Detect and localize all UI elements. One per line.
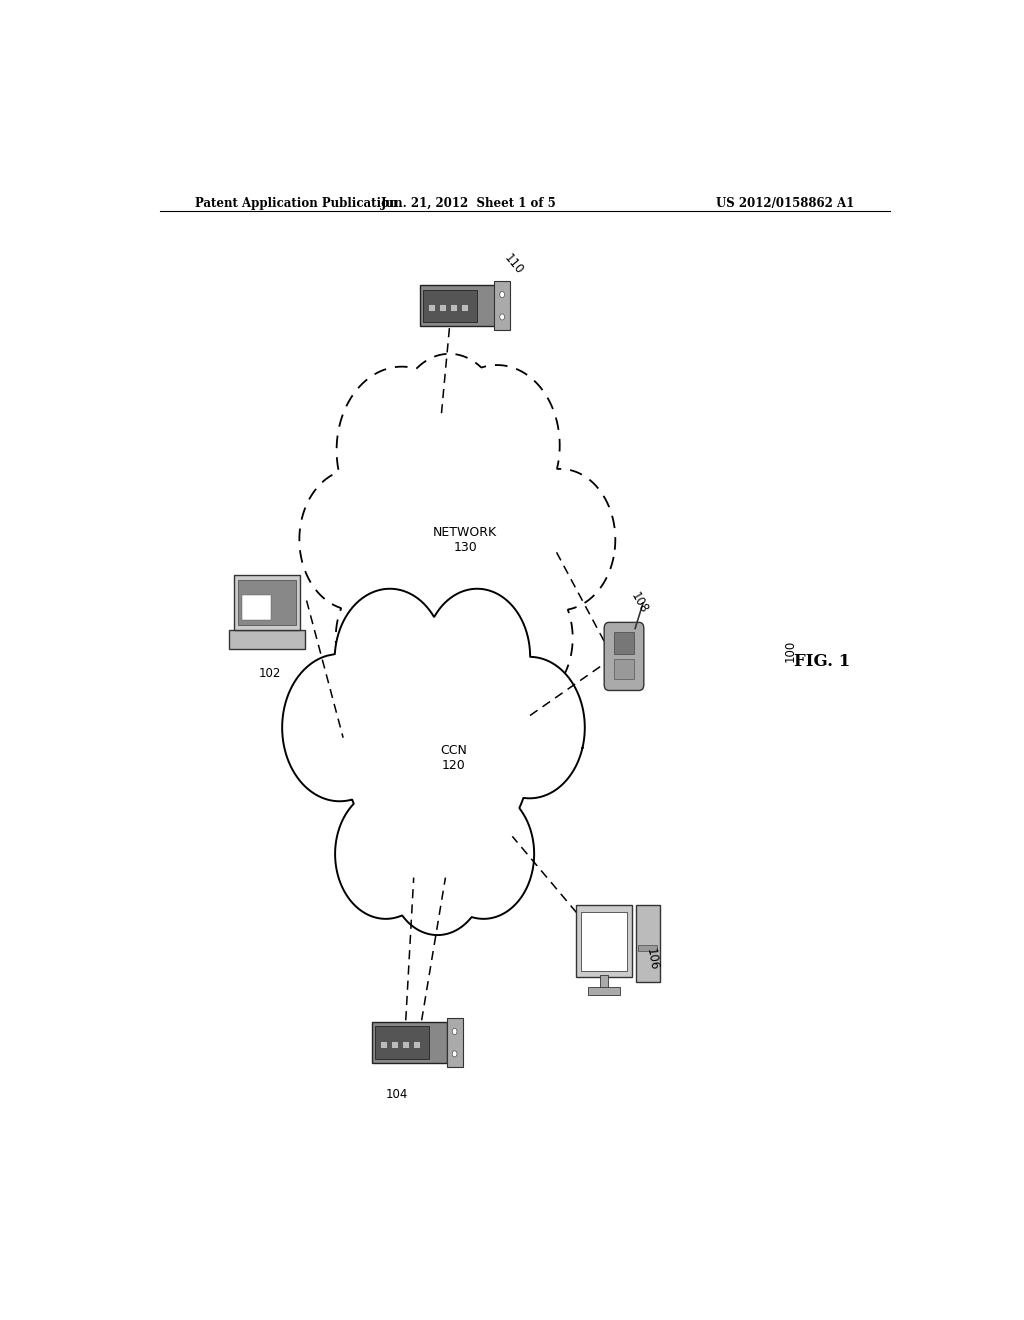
Circle shape (453, 1028, 457, 1035)
Bar (414, 1040, 421, 1048)
Circle shape (389, 812, 485, 935)
Bar (402, 1040, 410, 1048)
Bar (588, 987, 621, 995)
Circle shape (474, 657, 585, 799)
Circle shape (283, 653, 397, 801)
Circle shape (299, 469, 410, 610)
FancyBboxPatch shape (604, 623, 644, 690)
Circle shape (453, 1051, 457, 1057)
Circle shape (505, 469, 615, 610)
Bar (423, 289, 477, 322)
Text: 100: 100 (784, 640, 797, 663)
Bar (372, 1022, 447, 1063)
Bar (375, 1027, 429, 1059)
Text: 108: 108 (628, 590, 650, 615)
Bar (613, 659, 634, 678)
Circle shape (336, 570, 441, 705)
Text: 110: 110 (501, 252, 525, 277)
Circle shape (410, 601, 505, 723)
Circle shape (500, 292, 505, 297)
Bar (495, 281, 510, 330)
Text: Jun. 21, 2012  Sheet 1 of 5: Jun. 21, 2012 Sheet 1 of 5 (381, 197, 557, 210)
Text: US 2012/0158862 A1: US 2012/0158862 A1 (716, 197, 854, 210)
Circle shape (335, 589, 445, 730)
Bar (636, 906, 659, 982)
Bar (242, 595, 271, 619)
Bar (420, 285, 495, 326)
Circle shape (343, 627, 531, 869)
Bar (438, 304, 445, 312)
Text: NETWORK
130: NETWORK 130 (433, 525, 498, 553)
Circle shape (433, 789, 535, 919)
Text: 106: 106 (644, 948, 660, 972)
Circle shape (500, 314, 505, 319)
Bar (229, 630, 304, 649)
Circle shape (335, 789, 436, 919)
Bar (238, 579, 296, 624)
Text: FIG. 1: FIG. 1 (795, 653, 851, 671)
Circle shape (434, 366, 560, 525)
Text: 104: 104 (386, 1089, 409, 1101)
Bar (638, 945, 657, 952)
Bar (600, 974, 608, 989)
Bar (577, 906, 632, 977)
Bar (233, 576, 300, 630)
Text: 102: 102 (259, 667, 282, 680)
Circle shape (424, 589, 530, 725)
Bar (450, 304, 457, 312)
Circle shape (337, 367, 467, 533)
Bar (428, 304, 435, 312)
Bar (380, 1040, 387, 1048)
Bar (582, 912, 627, 970)
Circle shape (359, 425, 555, 675)
Text: CCN
120: CCN 120 (440, 744, 467, 772)
Bar (391, 1040, 398, 1048)
Text: Patent Application Publication: Patent Application Publication (196, 197, 398, 210)
Circle shape (396, 354, 502, 488)
Bar (446, 1018, 463, 1067)
Bar (461, 304, 468, 312)
Bar (613, 632, 634, 655)
Circle shape (467, 570, 572, 705)
